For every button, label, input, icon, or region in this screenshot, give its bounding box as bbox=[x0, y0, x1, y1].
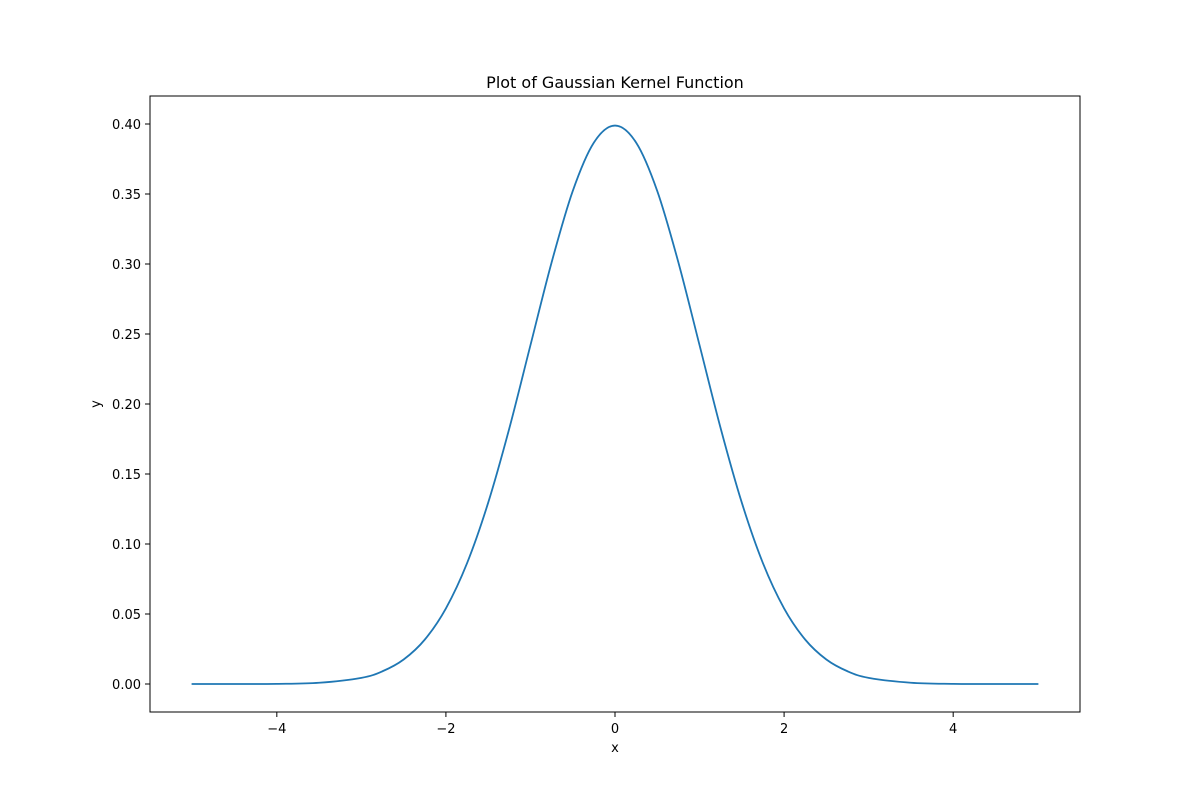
x-tick-label: 0 bbox=[611, 722, 619, 737]
y-tick-label: 0.30 bbox=[112, 258, 141, 273]
y-tick-label: 0.25 bbox=[112, 328, 141, 343]
chart-title: Plot of Gaussian Kernel Function bbox=[486, 73, 744, 92]
x-axis-label: x bbox=[611, 741, 619, 756]
y-tick-label: 0.15 bbox=[112, 468, 141, 483]
plot-area bbox=[149, 95, 1081, 713]
y-tick-label: 0.40 bbox=[112, 118, 141, 133]
y-tick-label: 0.20 bbox=[112, 398, 141, 413]
x-tick-label: −2 bbox=[436, 722, 455, 737]
series-line bbox=[191, 124, 1039, 685]
axes-frame bbox=[149, 95, 1081, 713]
y-tick-label: 0.00 bbox=[112, 678, 141, 693]
x-tick-label: 4 bbox=[949, 722, 957, 737]
y-axis-label: y bbox=[89, 400, 104, 408]
x-tick-label: 2 bbox=[780, 722, 788, 737]
x-axis: −4 −2 0 2 4 bbox=[267, 712, 957, 737]
y-tick-label: 0.35 bbox=[112, 188, 141, 203]
y-tick-label: 0.10 bbox=[112, 538, 141, 553]
y-axis: 0.00 0.05 0.10 0.15 0.20 0.25 0.30 0.35 0.40 bbox=[112, 118, 150, 693]
y-tick-label: 0.05 bbox=[112, 608, 141, 623]
x-tick-label: −4 bbox=[267, 722, 286, 737]
